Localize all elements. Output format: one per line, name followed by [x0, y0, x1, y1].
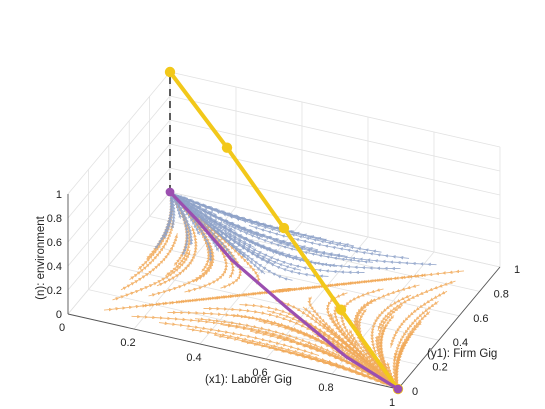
back-wall-grid-line — [169, 119, 501, 196]
y-tick-label: 0 — [412, 386, 418, 398]
stream-line — [354, 284, 420, 338]
stream-line — [394, 311, 431, 374]
y-tick-label: 0.2 — [432, 362, 447, 374]
yellow-series-point — [221, 142, 233, 153]
z-axis-label: (n): environment — [35, 215, 47, 300]
side-wall-grid-line — [67, 71, 171, 195]
stream-line — [316, 269, 465, 288]
stream-line — [390, 290, 448, 348]
series-lines — [164, 66, 404, 395]
y-axis-label: (y1): Firm Gig — [427, 348, 497, 360]
floor-grid-line — [108, 264, 439, 341]
x-tick-label: 1 — [389, 397, 395, 409]
z-tick-label: 1 — [56, 189, 62, 201]
x-axis-label: (x1): Laborer Gig — [205, 374, 292, 386]
stream-line — [137, 207, 174, 270]
side-wall-grid-line — [67, 119, 171, 243]
x-tick-label: 0.6 — [252, 367, 267, 379]
x-tick-label: 0.4 — [186, 352, 201, 364]
z-tick-label: 0.8 — [47, 213, 62, 225]
side-wall-grid-line — [67, 167, 171, 291]
back-wall-grid-line — [169, 167, 501, 244]
back-wall-grid-line — [169, 95, 501, 172]
x-tick-label: 0.8 — [318, 382, 333, 394]
side-wall-grid-line — [67, 95, 171, 219]
z-tick-label: 0 — [56, 309, 62, 321]
purple-series-point — [393, 384, 403, 394]
stream-line — [120, 233, 178, 291]
y-tick-label: 0.8 — [494, 288, 509, 300]
side-wall-grid-line — [67, 143, 171, 267]
back-wall-grid-line — [169, 143, 501, 220]
floor-grid-line — [129, 240, 460, 317]
x-tick-label: 0 — [59, 322, 65, 334]
y-tick-label: 0.6 — [473, 313, 488, 325]
stream-line — [148, 243, 214, 297]
z-tick-label: 0.6 — [47, 237, 62, 249]
z-tick-label: 0.2 — [47, 285, 62, 297]
y-tick-label: 0.4 — [453, 337, 468, 349]
z-tick-label: 0.4 — [47, 261, 62, 273]
yellow-series-point — [278, 222, 290, 234]
purple-series-line — [168, 190, 400, 391]
tick-labels: 0 0.2 0.4 0.6 0.8 1 0 0.2 0.4 0.6 0.8 1 0 0.2 0.4 0.6 0.… — [47, 189, 520, 409]
stream-line — [154, 196, 174, 250]
back-wall-grid-line — [169, 71, 501, 148]
yellow-series-point — [164, 66, 176, 78]
y-tick-label: 1 — [514, 264, 520, 276]
purple-series-point — [165, 187, 175, 197]
yellow-series-point — [335, 304, 347, 315]
x-tick-label: 0.2 — [120, 337, 135, 349]
